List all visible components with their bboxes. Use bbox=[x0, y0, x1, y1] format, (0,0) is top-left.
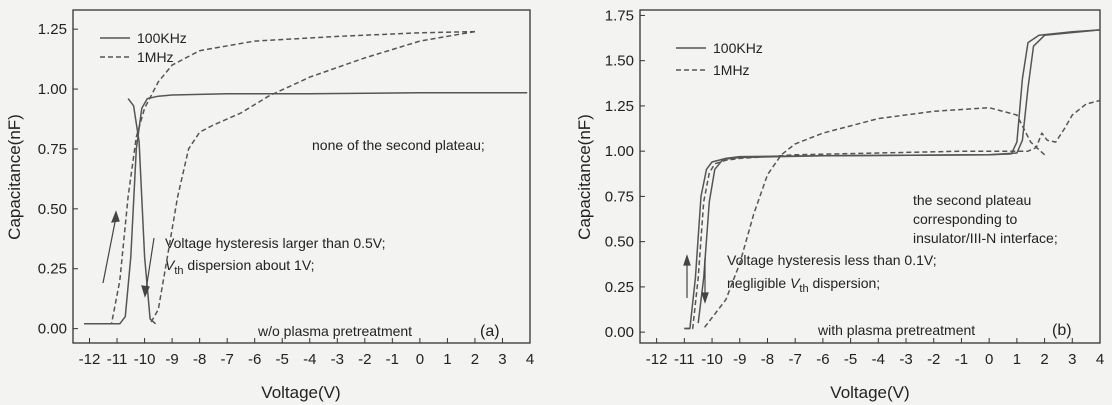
x-tick-label: -5 bbox=[276, 351, 289, 368]
legend: 100KHz 1MHz bbox=[100, 30, 187, 65]
x-tick-label: 4 bbox=[1096, 351, 1104, 368]
annotation-pretreatment: with plasma pretreatment bbox=[817, 322, 975, 338]
x-tick-label: 1 bbox=[443, 351, 451, 368]
x-tick-label: 0 bbox=[416, 351, 424, 368]
series-line-100khz bbox=[84, 91, 528, 325]
x-tick-label: -5 bbox=[844, 351, 857, 368]
x-tick-label: -9 bbox=[165, 351, 178, 368]
x-tick-label: 3 bbox=[498, 351, 506, 368]
x-tick-label: 2 bbox=[471, 351, 479, 368]
vth-text: dispersion; bbox=[809, 275, 881, 291]
curves bbox=[684, 29, 1101, 330]
series-line-1mhz bbox=[703, 106, 1046, 329]
x-tick-label: -1 bbox=[955, 351, 968, 368]
series-line-1mhz bbox=[684, 99, 1101, 330]
curves bbox=[84, 30, 528, 325]
x-tick-label: -1 bbox=[386, 351, 399, 368]
y-tick-label: 1.75 bbox=[605, 7, 634, 24]
y-tick-label: 0.00 bbox=[38, 321, 67, 338]
hysteresis-arrows bbox=[683, 254, 709, 304]
chart-panel-b: -12 -11 -10 -9 -8 -7 -6 -5 -4 -3 -2 -1 0 1 2 3 40.000.25… bbox=[575, 7, 1104, 402]
annotation-plateau-line1: the second plateau bbox=[913, 192, 1031, 208]
x-tick-label: -6 bbox=[816, 351, 829, 368]
legend-label-100khz: 100KHz bbox=[137, 30, 187, 46]
series-line-100khz bbox=[127, 98, 157, 325]
x-axis-title: Voltage(V) bbox=[261, 383, 340, 402]
vth-subscript: th bbox=[174, 265, 183, 277]
x-tick-label: -3 bbox=[331, 351, 344, 368]
y-axis-title: Capacitance(nF) bbox=[5, 114, 24, 240]
annotation-plateau-line3: insulator/III-N interface; bbox=[913, 230, 1058, 246]
legend-label-100khz: 100KHz bbox=[713, 40, 763, 56]
x-tick-label: 0 bbox=[985, 351, 993, 368]
y-tick-label: 0.75 bbox=[38, 141, 67, 158]
legend-label-1mhz: 1MHz bbox=[713, 62, 750, 78]
axis-ticks: -12 -11 -10 -9 -8 -7 -6 -5 -4 -3 -2 -1 0 1 2 3 40.000.25… bbox=[38, 21, 534, 368]
x-tick-label: -4 bbox=[872, 351, 885, 368]
series-line-1mhz bbox=[149, 30, 476, 325]
plot-frame bbox=[72, 9, 531, 344]
x-tick-label: -7 bbox=[789, 351, 802, 368]
x-tick-label: -4 bbox=[303, 351, 316, 368]
x-tick-label: 3 bbox=[1068, 351, 1076, 368]
annotation-plateau: none of the second plateau; bbox=[312, 137, 485, 153]
x-tick-label: -11 bbox=[107, 351, 128, 368]
panel-label-a: (a) bbox=[480, 323, 500, 340]
legend: 100KHz 1MHz bbox=[676, 40, 763, 78]
axis-ticks: -12 -11 -10 -9 -8 -7 -6 -5 -4 -3 -2 -1 0 1 2 3 40.000.25… bbox=[605, 7, 1104, 368]
x-tick-label: 2 bbox=[1040, 351, 1048, 368]
y-tick-label: 0.75 bbox=[605, 188, 634, 205]
x-tick-label: -8 bbox=[761, 351, 774, 368]
x-tick-label: -8 bbox=[193, 351, 206, 368]
x-tick-label: -10 bbox=[134, 351, 156, 368]
y-tick-label: 1.25 bbox=[605, 98, 634, 115]
x-tick-label: 1 bbox=[1013, 351, 1021, 368]
x-tick-label: -12 bbox=[79, 351, 101, 368]
y-tick-label: 0.25 bbox=[605, 279, 634, 296]
annotation-vth: negligible Vth dispersion; bbox=[727, 275, 880, 295]
x-tick-label: -6 bbox=[248, 351, 261, 368]
x-tick-label: -3 bbox=[899, 351, 912, 368]
y-tick-label: 0.00 bbox=[605, 324, 634, 341]
x-tick-label: -9 bbox=[733, 351, 746, 368]
x-tick-label: -2 bbox=[358, 351, 371, 368]
y-tick-label: 1.25 bbox=[38, 21, 67, 38]
chart-panel-a: -12 -11 -10 -9 -8 -7 -6 -5 -4 -3 -2 -1 0 1 2 3 40.000.25… bbox=[5, 9, 534, 402]
vth-subscript: th bbox=[799, 283, 808, 295]
series-line-100khz bbox=[697, 29, 1101, 324]
y-tick-label: 0.25 bbox=[38, 261, 67, 278]
x-tick-label: -10 bbox=[701, 351, 723, 368]
vth-symbol: V bbox=[790, 275, 801, 291]
y-tick-label: 1.00 bbox=[38, 81, 67, 98]
legend-label-1mhz: 1MHz bbox=[137, 49, 174, 65]
annotation-pretreatment: w/o plasma pretreatment bbox=[257, 323, 412, 339]
series-line-1mhz bbox=[84, 30, 475, 325]
x-tick-label: 4 bbox=[526, 351, 534, 368]
y-tick-label: 0.50 bbox=[38, 201, 67, 218]
vth-symbol: V bbox=[165, 257, 176, 273]
x-axis-title: Voltage(V) bbox=[830, 383, 909, 402]
vth-prefix: negligible bbox=[727, 275, 790, 291]
y-tick-label: 0.50 bbox=[605, 234, 634, 251]
panel-label-b: (b) bbox=[1052, 322, 1072, 339]
x-tick-label: -7 bbox=[220, 351, 233, 368]
y-tick-label: 1.50 bbox=[605, 53, 634, 70]
annotation-hysteresis: Voltage hysteresis larger than 0.5V; bbox=[165, 235, 386, 251]
annotation-plateau-line2: corresponding to bbox=[913, 211, 1018, 227]
x-tick-label: -12 bbox=[646, 351, 668, 368]
y-axis-title: Capacitance(nF) bbox=[575, 114, 594, 240]
annotation-vth: Vth dispersion about 1V; bbox=[165, 257, 315, 277]
x-tick-label: -11 bbox=[674, 351, 695, 368]
plot-frame bbox=[639, 9, 1101, 344]
hysteresis-arrows bbox=[102, 210, 155, 298]
vth-text: dispersion about 1V; bbox=[184, 257, 315, 273]
x-tick-label: -2 bbox=[927, 351, 940, 368]
annotation-hysteresis: Voltage hysteresis less than 0.1V; bbox=[727, 252, 937, 268]
y-tick-label: 1.00 bbox=[605, 143, 634, 160]
